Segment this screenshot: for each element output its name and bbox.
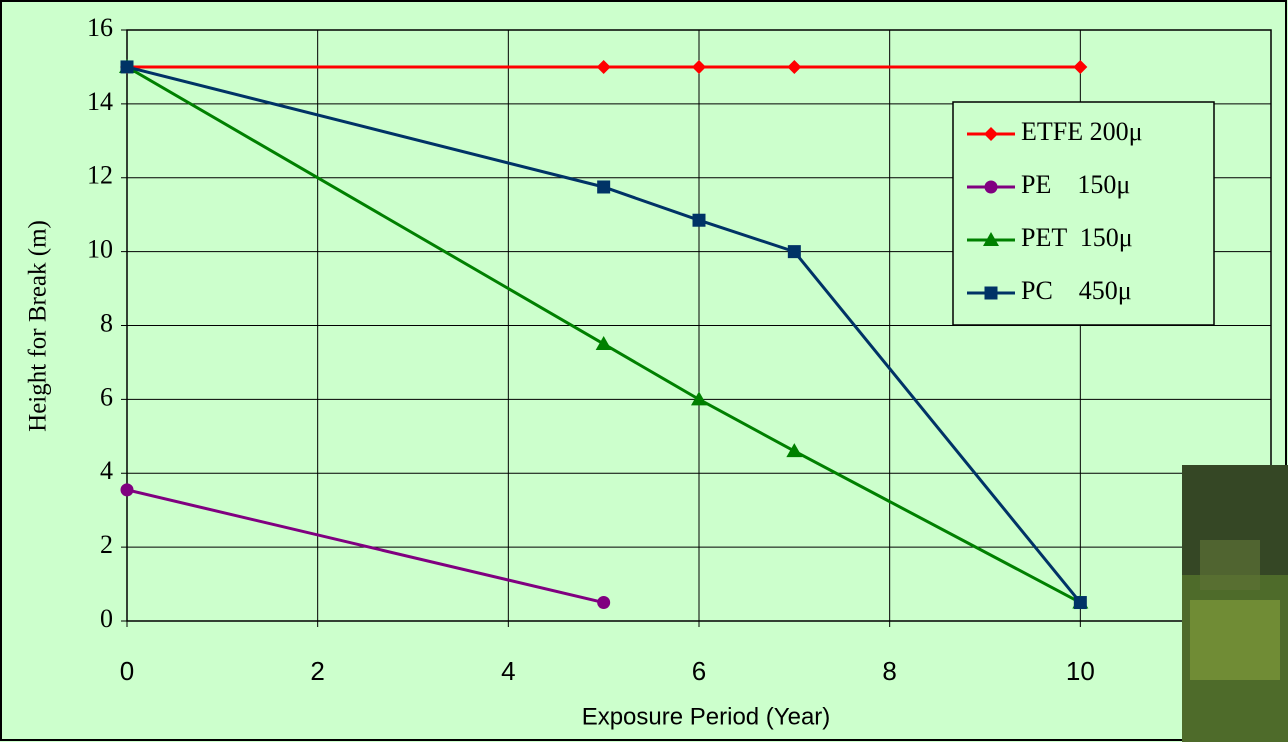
y-tick-label: 16 — [87, 13, 113, 42]
x-tick-label: 0 — [120, 656, 134, 686]
x-tick-label: 4 — [501, 656, 515, 686]
marker — [786, 443, 803, 458]
marker — [1073, 596, 1087, 610]
y-tick-label: 0 — [100, 604, 113, 633]
marker — [692, 59, 706, 74]
marker — [692, 213, 706, 227]
x-tick-label: 8 — [882, 656, 896, 686]
y-tick-label: 6 — [100, 382, 113, 411]
marker — [984, 127, 998, 141]
y-tick-label: 14 — [87, 87, 113, 116]
x-axis-title: Exposure Period (Year) — [582, 703, 831, 730]
y-tick-label: 12 — [87, 161, 113, 190]
legend-label: PE 150μ — [1021, 170, 1130, 199]
marker — [787, 59, 802, 74]
marker — [984, 180, 998, 194]
series-line — [126, 488, 605, 604]
legend-label: PET 150μ — [1021, 223, 1133, 252]
x-tick-label: 2 — [310, 656, 324, 686]
photo — [1182, 465, 1288, 742]
marker — [597, 180, 611, 194]
marker — [595, 335, 612, 350]
y-tick-label: 10 — [87, 235, 113, 264]
y-tick-label: 4 — [100, 456, 113, 485]
marker — [597, 596, 611, 610]
marker — [787, 245, 801, 259]
marker — [691, 391, 707, 406]
marker — [120, 60, 134, 74]
marker — [120, 483, 134, 497]
y-tick-label: 8 — [100, 308, 113, 337]
legend-label: PC 450μ — [1021, 276, 1132, 305]
marker — [984, 286, 998, 300]
legend-label: ETFE 200μ — [1021, 117, 1143, 146]
x-tick-label: 10 — [1066, 656, 1095, 686]
y-axis-title: Height for Break (m) — [25, 220, 52, 432]
marker — [1073, 59, 1088, 74]
x-tick-label: 6 — [692, 656, 706, 686]
marker — [596, 59, 611, 74]
marker — [983, 232, 999, 246]
legend: ETFE 200μ PE 150μ PET 150μ PC 450μ — [952, 101, 1215, 326]
y-tick-label: 2 — [100, 530, 113, 559]
